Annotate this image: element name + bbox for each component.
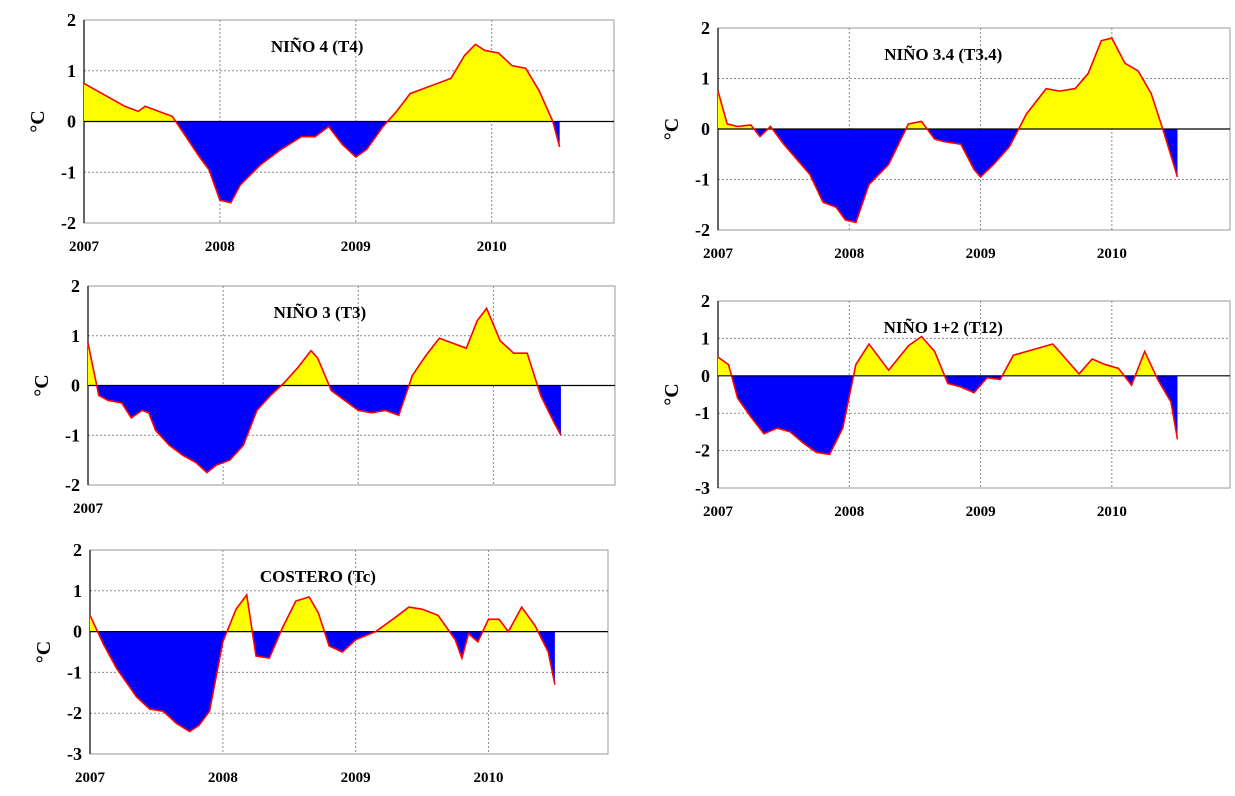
y-tick-label: 1 bbox=[71, 326, 80, 346]
negative-anomaly-area bbox=[1162, 129, 1178, 177]
positive-anomaly-area bbox=[482, 619, 509, 632]
negative-anomaly-area bbox=[731, 375, 854, 455]
anomaly-line bbox=[87, 306, 562, 474]
y-axis-label: °C bbox=[661, 383, 683, 405]
x-tick-label: 2009 bbox=[341, 770, 371, 786]
positive-anomaly-area bbox=[1002, 344, 1125, 376]
y-tick-label: 1 bbox=[67, 61, 76, 81]
x-tick-label: 2007 bbox=[75, 770, 106, 786]
y-axis-label: °C bbox=[31, 374, 53, 396]
x-tick-label: 2010 bbox=[477, 239, 507, 255]
chart-nino4: 2 1 0 -1 -2 2007 2008 2009 2010 °C NIÑO 4 (T4) bbox=[27, 10, 615, 255]
chart-title: NIÑO 3.4 (T3.4) bbox=[884, 45, 1002, 64]
y-tick-label: -2 bbox=[67, 703, 82, 723]
chart-nino3: 2 1 0 -1 -2 2007 °C NIÑO 3 (T3) bbox=[31, 276, 616, 517]
positive-anomaly-area bbox=[281, 350, 330, 386]
y-axis-label: °C bbox=[27, 110, 49, 132]
y-tick-label: 2 bbox=[71, 276, 80, 296]
negative-anomaly-area bbox=[944, 375, 1003, 393]
negative-anomaly-area bbox=[538, 631, 555, 685]
y-tick-label: -1 bbox=[65, 425, 80, 445]
positive-anomaly-area bbox=[408, 308, 538, 386]
y-tick-label: 0 bbox=[73, 622, 82, 642]
positive-anomaly-area bbox=[387, 44, 553, 122]
y-tick-label: 2 bbox=[67, 10, 76, 30]
x-tick-label: 2008 bbox=[834, 246, 864, 262]
y-tick-label: 0 bbox=[67, 112, 76, 132]
positive-anomaly-area bbox=[853, 336, 945, 376]
negative-anomaly-area bbox=[754, 129, 768, 137]
y-tick-label: -3 bbox=[67, 744, 82, 764]
x-tick-label: 2008 bbox=[205, 239, 235, 255]
y-tick-label: -1 bbox=[695, 170, 710, 190]
y-tick-label: -1 bbox=[695, 403, 710, 423]
y-tick-label: -2 bbox=[695, 441, 710, 461]
x-tick-label: 2007 bbox=[69, 239, 100, 255]
x-tick-label: 2007 bbox=[73, 501, 104, 517]
y-tick-label: -1 bbox=[61, 162, 76, 182]
positive-anomaly-area bbox=[718, 357, 732, 376]
x-tick-label: 2010 bbox=[1097, 246, 1127, 262]
chart-nino12: 2 1 0 -1 -2 -3 2007 2008 2009 2010 °C NIÑO 1+2 (T12… bbox=[661, 291, 1231, 520]
x-tick-label: 2009 bbox=[341, 239, 371, 255]
positive-anomaly-area bbox=[84, 83, 176, 122]
negative-anomaly-area bbox=[927, 129, 1019, 177]
positive-anomaly-area bbox=[905, 121, 928, 129]
y-tick-label: -2 bbox=[65, 475, 80, 495]
chart-title: NIÑO 4 (T4) bbox=[271, 37, 364, 56]
x-tick-label: 2008 bbox=[834, 504, 864, 520]
anomaly-line bbox=[89, 592, 556, 733]
y-tick-label: 1 bbox=[701, 69, 710, 89]
anomaly-line bbox=[717, 37, 1179, 224]
x-tick-label: 2007 bbox=[703, 246, 734, 262]
y-tick-label: 2 bbox=[701, 18, 710, 38]
y-tick-label: 1 bbox=[73, 581, 82, 601]
y-tick-label: -2 bbox=[61, 213, 76, 233]
negative-anomaly-area bbox=[329, 385, 409, 416]
x-tick-label: 2010 bbox=[1097, 504, 1127, 520]
anomaly-line bbox=[717, 335, 1179, 456]
anomaly-line bbox=[83, 43, 561, 204]
negative-anomaly-area bbox=[97, 631, 227, 732]
y-tick-label: -2 bbox=[695, 220, 710, 240]
x-tick-label: 2009 bbox=[966, 504, 996, 520]
negative-anomaly-area bbox=[96, 385, 282, 473]
negative-anomaly-area bbox=[252, 631, 281, 659]
positive-anomaly-area bbox=[88, 343, 97, 386]
y-axis-label: °C bbox=[661, 118, 683, 140]
chart-costero: 2 1 0 -1 -2 -3 2007 2008 2009 2010 °C COSTERO (Tc) bbox=[33, 540, 609, 786]
y-tick-label: -1 bbox=[67, 662, 82, 682]
y-tick-label: 0 bbox=[71, 376, 80, 396]
negative-anomaly-area bbox=[175, 121, 388, 203]
x-tick-label: 2008 bbox=[208, 770, 238, 786]
positive-anomaly-area bbox=[226, 594, 253, 632]
y-tick-label: 1 bbox=[701, 328, 710, 348]
chart-nino34: 2 1 0 -1 -2 2007 2008 2009 2010 °C NIÑO 3.4 (T3.4) bbox=[661, 18, 1231, 262]
negative-anomaly-area bbox=[772, 129, 906, 223]
y-tick-label: 2 bbox=[73, 540, 82, 560]
chart-title: COSTERO (Tc) bbox=[260, 567, 376, 586]
y-tick-label: -3 bbox=[695, 478, 710, 498]
negative-anomaly-area bbox=[1156, 375, 1178, 440]
x-tick-label: 2007 bbox=[703, 504, 734, 520]
x-tick-label: 2010 bbox=[473, 770, 503, 786]
positive-anomaly-area bbox=[1135, 351, 1157, 376]
y-axis-label: °C bbox=[33, 641, 55, 663]
positive-anomaly-area bbox=[1018, 38, 1163, 129]
y-tick-label: 2 bbox=[701, 291, 710, 311]
y-tick-label: 0 bbox=[701, 366, 710, 386]
chart-title: NIÑO 1+2 (T12) bbox=[884, 318, 1003, 337]
x-tick-label: 2009 bbox=[966, 246, 996, 262]
y-tick-label: 0 bbox=[701, 119, 710, 139]
positive-anomaly-area bbox=[508, 607, 539, 632]
chart-title: NIÑO 3 (T3) bbox=[274, 303, 367, 322]
